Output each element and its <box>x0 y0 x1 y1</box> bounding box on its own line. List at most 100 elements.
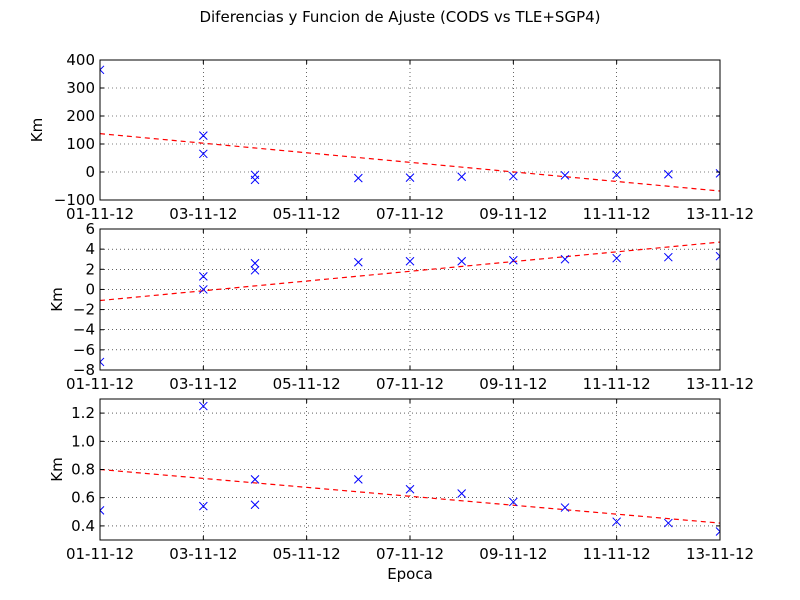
tick-label-y: 0.4 <box>71 517 95 535</box>
tick-label-y: 200 <box>66 107 95 125</box>
marker-stroke <box>405 256 415 266</box>
figure-title: Diferencias y Funcion de Ajuste (CODS vs… <box>199 8 601 26</box>
marker-stroke <box>198 401 208 411</box>
tick-label-x: 13-11-12 <box>686 545 754 563</box>
tick-label-y: −100 <box>54 191 95 209</box>
tick-label-y: 0.6 <box>71 489 95 507</box>
marker-stroke <box>612 253 622 263</box>
tick-label-y: 4 <box>85 240 95 258</box>
tick-label-y: −6 <box>73 341 95 359</box>
axes-frame <box>99 228 721 371</box>
data-point <box>198 501 208 511</box>
tick-label-x: 09-11-12 <box>479 205 547 223</box>
marker-stroke <box>405 484 415 494</box>
marker-stroke <box>250 175 260 185</box>
tick-label-y: 0.8 <box>71 461 95 479</box>
tick-label-x: 13-11-12 <box>686 375 754 393</box>
fit-line <box>100 241 720 302</box>
marker-stroke <box>508 255 518 265</box>
tick-label-y: 400 <box>66 51 95 69</box>
data-point <box>100 65 105 75</box>
data-point <box>612 170 622 180</box>
data-point <box>508 171 518 181</box>
marker-stroke <box>715 251 720 257</box>
tick-label-y: 6 <box>85 220 95 238</box>
data-point <box>250 265 260 275</box>
data-point <box>198 401 208 411</box>
data-point <box>457 172 467 182</box>
tick-label-y: 100 <box>66 135 95 153</box>
marker-stroke <box>100 69 105 75</box>
marker-stroke <box>100 361 105 367</box>
tick-label-x: 09-11-12 <box>479 375 547 393</box>
data-point <box>353 173 363 183</box>
tick-label-x: 05-11-12 <box>273 375 341 393</box>
data-point <box>508 497 518 507</box>
y-axis-label: Km <box>28 118 46 142</box>
tick-label-x: 03-11-12 <box>169 545 237 563</box>
marker-stroke <box>250 500 260 510</box>
marker-stroke <box>715 172 720 178</box>
data-point <box>405 173 415 182</box>
tick-label-y: −8 <box>73 361 95 379</box>
x-axis-label: Epoca <box>387 565 433 583</box>
data-point <box>715 527 720 536</box>
data-point <box>663 252 673 262</box>
fit-line <box>100 468 720 524</box>
tick-label-x: 03-11-12 <box>169 375 237 393</box>
tick-label-x: 05-11-12 <box>273 545 341 563</box>
tick-label-x: 13-11-12 <box>686 205 754 223</box>
tick-label-y: 0 <box>85 280 95 298</box>
marker-stroke <box>560 503 570 512</box>
marker-stroke <box>663 252 673 262</box>
marker-stroke <box>198 149 208 159</box>
marker-stroke <box>100 357 105 363</box>
marker-stroke <box>715 169 720 175</box>
panel-2: 01-11-12 03-11-12 05-11-12 07-11-12 09-11-12… <box>48 220 754 393</box>
marker-stroke <box>198 131 208 140</box>
data-point <box>198 149 208 159</box>
marker-stroke <box>457 172 467 182</box>
marker-stroke <box>560 171 570 180</box>
tick-label-x: 09-11-12 <box>479 545 547 563</box>
data-point <box>560 171 570 180</box>
tick-label-x: 01-11-12 <box>66 375 134 393</box>
tick-label-y: 1.2 <box>71 404 95 422</box>
tick-label-x: 01-11-12 <box>66 205 134 223</box>
marker-stroke <box>353 257 363 267</box>
data-point <box>198 285 208 294</box>
y-axis-label: Km <box>48 457 66 481</box>
data-point <box>457 489 467 498</box>
marker-stroke <box>612 170 622 180</box>
marker-stroke <box>715 527 720 533</box>
tick-label-y: 300 <box>66 79 95 97</box>
data-point <box>405 256 415 266</box>
data-point <box>663 169 673 179</box>
tick-label-x: 11-11-12 <box>583 205 651 223</box>
marker-stroke <box>198 285 208 294</box>
data-point <box>250 175 260 185</box>
panel-1: 01-11-12 03-11-12 05-11-12 07-11-12 09-11-12… <box>28 51 754 223</box>
data-point <box>353 257 363 267</box>
panel-3: 01-11-12 03-11-12 05-11-12 07-11-12 09-11-12… <box>48 398 754 563</box>
data-point <box>405 484 415 494</box>
marker-stroke <box>250 258 260 268</box>
tick-label-x: 07-11-12 <box>376 545 444 563</box>
data-point <box>198 271 208 281</box>
data-point <box>715 251 720 261</box>
data-group <box>100 401 720 536</box>
tick-label-y: −2 <box>73 301 95 319</box>
tick-label-y: −4 <box>73 321 95 339</box>
marker-stroke <box>560 254 570 264</box>
tick-label-x: 01-11-12 <box>66 545 134 563</box>
marker-stroke <box>198 271 208 281</box>
data-group <box>100 65 720 192</box>
data-point <box>250 258 260 268</box>
marker-stroke <box>715 255 720 261</box>
tick-label-y: 2 <box>85 260 95 278</box>
marker-stroke <box>405 173 415 182</box>
marker-stroke <box>457 256 467 266</box>
marker-stroke <box>100 506 105 512</box>
